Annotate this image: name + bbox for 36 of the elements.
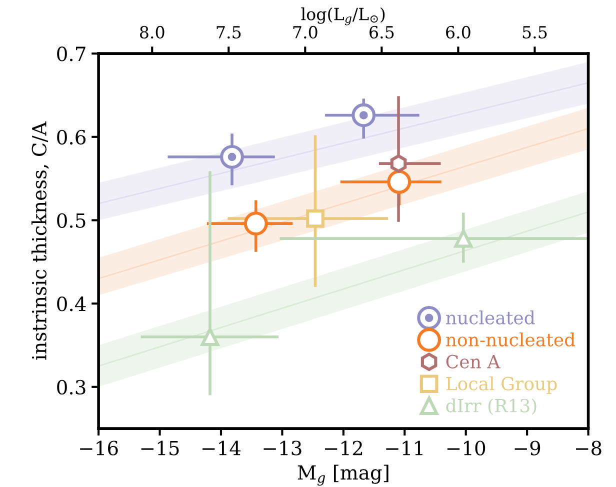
- x-tick-label: −9: [514, 440, 540, 456]
- point: [220, 144, 244, 169]
- point: [390, 154, 407, 173]
- point: [454, 229, 473, 248]
- x-tick-label: −13: [264, 440, 302, 456]
- x-tick-label: −14: [202, 440, 241, 456]
- legend-label: nucleated: [446, 310, 535, 324]
- x2-tick-label: 8.0: [140, 26, 164, 39]
- x-tick-label: −12: [324, 440, 362, 456]
- legend-label: Local Group: [446, 376, 557, 394]
- x-axis-title: M$_{g}$ [mag]: [298, 464, 388, 486]
- x-tick-label: −16: [80, 440, 118, 456]
- x2-axis-title: log(L$_{g}$/L$_{⊙}$): [301, 7, 385, 26]
- legend-label: dIrr (R13): [446, 398, 536, 415]
- x2-tick-label: 7.5: [216, 26, 241, 39]
- y-tick-label: 0.6: [57, 130, 86, 145]
- point: [244, 212, 268, 236]
- point: [200, 328, 220, 346]
- y-tick-label: 0.7: [57, 46, 86, 62]
- x2-tick-label: 7.0: [293, 26, 318, 39]
- legend-label: Cen A: [446, 354, 500, 368]
- y-axis-title: instrinsic thickness, C/A: [31, 121, 49, 360]
- x2-tick-label: 5.5: [522, 26, 547, 39]
- legend-label: non-nucleated: [446, 332, 576, 346]
- x2-tick-label: 6.5: [370, 26, 394, 39]
- x-tick-label: −8: [576, 440, 602, 456]
- point: [306, 209, 324, 228]
- y-tick-label: 0.4: [57, 296, 86, 312]
- x-tick-label: −11: [386, 440, 422, 456]
- x2-tick-label: 6.0: [446, 26, 470, 39]
- point: [352, 103, 376, 128]
- y-tick-label: 0.5: [57, 213, 86, 228]
- point: [387, 170, 412, 194]
- x-tick-label: −15: [141, 440, 179, 456]
- y-tick-label: 0.3: [57, 380, 86, 395]
- x-tick-label: −10: [447, 440, 486, 456]
